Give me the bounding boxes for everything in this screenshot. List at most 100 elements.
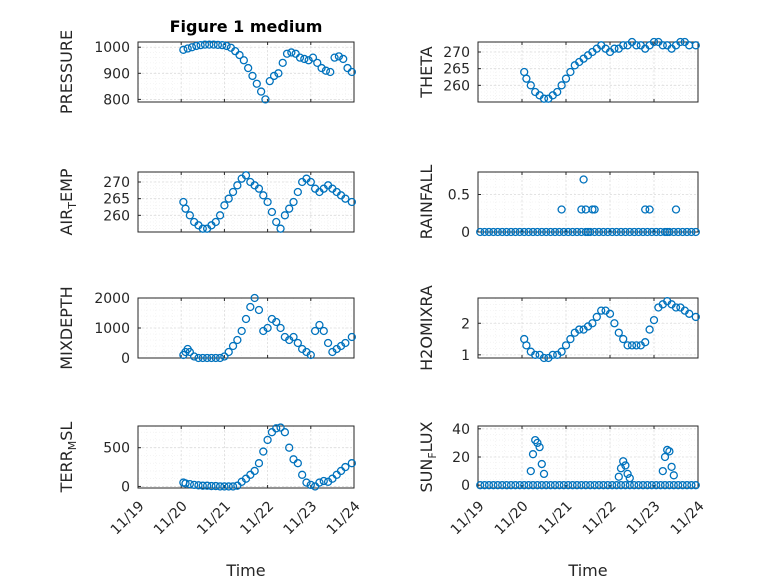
data-point <box>207 353 216 363</box>
y-tick-label: 1 <box>461 348 470 364</box>
data-point <box>561 74 571 83</box>
data-point <box>526 81 535 90</box>
data-point <box>200 40 210 49</box>
data-point <box>638 481 648 490</box>
data-point <box>280 428 290 437</box>
data-point <box>669 481 678 490</box>
data-point <box>555 227 564 237</box>
data-point <box>511 481 520 490</box>
data-point <box>616 227 626 237</box>
data-point <box>608 481 617 490</box>
data-point <box>287 48 296 57</box>
data-point <box>267 207 277 217</box>
data-point <box>480 227 489 237</box>
data-point <box>652 227 661 237</box>
data-point <box>493 481 502 490</box>
data-point <box>185 347 194 357</box>
data-point <box>566 334 575 344</box>
y-tick-label: 270 <box>103 175 130 191</box>
data-point <box>687 481 696 490</box>
x-tick-label: 11/19 <box>108 498 148 538</box>
data-point <box>630 481 639 490</box>
axes-frame <box>137 41 355 103</box>
data-point <box>179 45 188 54</box>
data-point <box>498 227 507 237</box>
data-point <box>625 473 634 483</box>
data-point <box>215 482 225 491</box>
data-point <box>619 457 628 466</box>
x-tick-label: 11/24 <box>324 498 364 538</box>
data-point <box>185 211 194 220</box>
data-point <box>535 442 544 452</box>
data-point <box>298 470 307 479</box>
data-point <box>682 481 692 490</box>
data-point <box>489 227 498 237</box>
data-point <box>528 450 538 459</box>
data-point <box>502 227 511 237</box>
data-point <box>261 95 270 104</box>
subplot-6: 1 2 H2OMIXRA <box>417 285 700 371</box>
data-point <box>614 328 623 337</box>
data-point <box>557 205 566 214</box>
data-point <box>638 227 648 237</box>
data-point <box>209 40 218 49</box>
data-point <box>685 309 694 318</box>
data-point <box>564 481 573 490</box>
data-point <box>603 227 612 237</box>
data-point <box>330 53 339 62</box>
data-point <box>592 312 601 322</box>
y-axis-label: RAINFALL <box>417 165 436 240</box>
data-point <box>520 227 529 237</box>
data-point <box>539 469 549 479</box>
data-point <box>506 227 516 237</box>
data-point <box>616 481 626 490</box>
data-point <box>265 76 274 86</box>
data-point <box>181 204 190 213</box>
y-axis-label: TERRMSL <box>57 422 79 494</box>
data-point <box>502 481 511 490</box>
data-point <box>224 194 233 203</box>
data-point <box>278 58 287 68</box>
y-tick-label: 260 <box>443 78 470 94</box>
data-point <box>285 204 294 213</box>
data-point <box>321 66 331 75</box>
data-point <box>347 67 356 77</box>
data-point <box>289 332 298 342</box>
data-point <box>531 350 540 359</box>
data-point <box>317 63 326 73</box>
data-point <box>263 435 272 445</box>
y-axis-label: MIXDEPTH <box>57 286 76 369</box>
data-point <box>220 352 229 361</box>
data-point <box>224 482 233 491</box>
data-point <box>489 481 498 490</box>
data-point <box>575 325 584 334</box>
y-tick-label: 265 <box>443 62 470 78</box>
data-point <box>506 481 516 490</box>
y-axis-label: PRESSURE <box>57 30 76 114</box>
data-point <box>649 315 659 325</box>
axes-background <box>137 425 355 489</box>
data-point <box>603 481 612 490</box>
data-point <box>218 40 227 50</box>
data-point <box>259 191 268 200</box>
axes-frame <box>477 297 699 359</box>
data-point <box>588 319 597 328</box>
data-point <box>228 341 238 351</box>
data-point <box>660 481 670 490</box>
data-point <box>550 227 560 237</box>
data-point <box>649 37 659 47</box>
data-point <box>614 472 623 481</box>
y-tick-label: 500 <box>103 441 130 457</box>
data-point <box>619 41 628 50</box>
data-point <box>645 325 654 334</box>
data-point <box>347 459 356 468</box>
data-point <box>222 41 231 51</box>
axes-frame <box>477 41 699 103</box>
data-point <box>235 50 244 60</box>
data-point <box>319 326 328 336</box>
data-point <box>194 353 203 363</box>
data-point <box>289 197 298 207</box>
data-point <box>276 224 285 233</box>
data-point <box>533 438 542 448</box>
data-point <box>579 175 588 184</box>
